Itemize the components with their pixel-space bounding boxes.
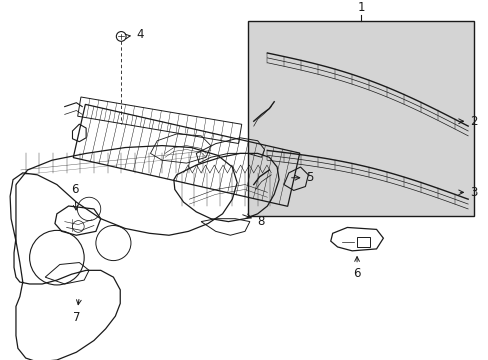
Text: 5: 5 [291, 171, 313, 184]
Text: 6: 6 [71, 183, 78, 210]
Text: 8: 8 [242, 214, 264, 228]
Text: 1: 1 [356, 1, 364, 14]
Text: 6: 6 [353, 257, 360, 280]
Text: 7: 7 [73, 300, 81, 324]
FancyBboxPatch shape [247, 21, 473, 216]
Text: 4: 4 [125, 28, 144, 41]
Text: 3: 3 [458, 186, 476, 199]
Text: 2: 2 [458, 115, 477, 128]
